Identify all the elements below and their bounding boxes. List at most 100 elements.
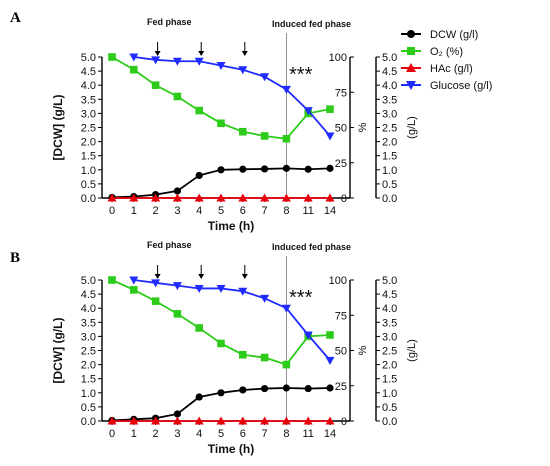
- data-point: [194, 57, 204, 66]
- y-tick-label-right: 1.5: [382, 151, 397, 163]
- data-point: [151, 193, 161, 202]
- data-point: [108, 53, 116, 61]
- data-point: [194, 416, 204, 425]
- y-tick-label-mid: 50: [335, 346, 347, 358]
- data-point: [151, 81, 160, 89]
- feed-arrow-head: [154, 51, 161, 56]
- y-tick-label-right: 0.5: [382, 179, 397, 191]
- data-point: [326, 331, 334, 339]
- data-point: [239, 386, 247, 394]
- data-point: [130, 286, 138, 294]
- series-triangle-up: [107, 416, 335, 425]
- x-tick-label: 7: [262, 205, 268, 217]
- data-point: [281, 193, 291, 202]
- y-tick-label-right: 2.0: [382, 137, 397, 149]
- x-tick-label: 0: [109, 205, 115, 217]
- data-point: [260, 73, 270, 82]
- y-tick-label-left: 2.5: [81, 346, 96, 358]
- x-tick-label: 3: [174, 428, 180, 440]
- induced-phase-label: Induced fed phase: [272, 242, 351, 252]
- y-tick-label-left: 1.5: [81, 374, 96, 386]
- fed-phase-label: Fed phase: [147, 17, 192, 27]
- feed-arrow-icon: [198, 265, 205, 279]
- y-tick-label-right: 3.5: [382, 94, 397, 106]
- y-tick-label-left: 2.0: [81, 360, 96, 372]
- fed-phase-label: Fed phase: [147, 240, 192, 250]
- y-tick-label-right: 1.0: [382, 165, 397, 177]
- y-tick-label-right: 1.0: [382, 388, 397, 400]
- data-point: [195, 324, 203, 332]
- y-tick-label-left: 4.0: [81, 303, 96, 315]
- data-point: [129, 416, 139, 425]
- x-tick-label: 2: [153, 428, 159, 440]
- data-point: [238, 416, 248, 425]
- y-tick-label-left: 0.0: [81, 416, 96, 428]
- chart-panel-b: B 0.00.51.01.52.02.53.03.54.04.55.002550…: [10, 240, 418, 456]
- y-tick-label-left: 3.5: [81, 317, 96, 329]
- y-tick-label-right: 2.5: [382, 346, 397, 358]
- series-triangle-down: [129, 53, 335, 141]
- y-tick-label-mid: 100: [329, 275, 347, 287]
- x-tick-label: 7: [262, 428, 268, 440]
- data-point: [151, 297, 160, 305]
- y-tick-label-left: 3.5: [81, 94, 96, 106]
- data-point: [281, 304, 291, 313]
- series-triangle-up: [107, 193, 335, 202]
- data-point: [304, 165, 312, 173]
- x-axis-label: Time (h): [208, 219, 254, 233]
- x-tick-label: 5: [218, 428, 224, 440]
- data-point: [195, 171, 203, 180]
- data-point: [239, 127, 247, 136]
- data-point: [130, 65, 138, 74]
- x-tick-label: 5: [218, 205, 224, 217]
- data-point: [261, 165, 269, 173]
- plot-area: 0.00.51.01.52.02.53.03.54.04.55.00255075…: [51, 17, 418, 233]
- y-axis-label-left: [DCW] (g/L): [51, 318, 65, 384]
- feed-arrow-head: [154, 274, 161, 279]
- feed-arrow-icon: [241, 42, 248, 56]
- series-square: [108, 276, 334, 369]
- y-axis-label-mid: %: [357, 345, 369, 355]
- data-point: [151, 279, 161, 288]
- data-point: [217, 166, 225, 174]
- y-tick-label-right: 3.0: [382, 108, 397, 120]
- y-tick-label-right: 1.5: [382, 374, 397, 386]
- data-point: [217, 389, 225, 397]
- induced-phase-label: Induced fed phase: [272, 19, 351, 29]
- y-tick-label-right: 0.0: [382, 193, 397, 205]
- y-tick-label-left: 4.5: [81, 66, 96, 78]
- y-tick-label-left: 1.0: [81, 165, 96, 177]
- x-tick-label: 14: [324, 205, 336, 217]
- chart-panel-a: A 0.00.51.01.52.02.53.03.54.04.55.002550…: [10, 10, 418, 233]
- data-point: [173, 410, 181, 418]
- y-tick-label-left: 5.0: [81, 52, 96, 64]
- data-point: [129, 276, 139, 285]
- data-point: [281, 416, 291, 425]
- data-point: [238, 66, 248, 75]
- y-tick-label-mid: 100: [329, 52, 347, 64]
- data-point: [108, 276, 116, 284]
- data-point: [326, 164, 334, 172]
- x-tick-label: 4: [196, 428, 202, 440]
- y-tick-label-left: 3.0: [81, 331, 96, 343]
- data-point: [173, 310, 182, 318]
- data-point: [303, 193, 313, 202]
- legend-item-glucose: Glucose (g/l): [401, 80, 492, 92]
- significance-label: ***: [289, 64, 313, 86]
- y-tick-label-right: 0.0: [382, 416, 397, 428]
- feed-arrow-head: [241, 51, 248, 56]
- data-point: [303, 416, 313, 425]
- feed-arrow-icon: [241, 265, 248, 279]
- data-point: [304, 384, 312, 393]
- y-tick-label-right: 2.0: [382, 360, 397, 372]
- data-point: [216, 284, 226, 293]
- data-point: [260, 193, 270, 202]
- data-point: [282, 164, 290, 172]
- legend-item-dcw: DCW (g/l): [401, 29, 478, 41]
- series-triangle-down: [129, 276, 335, 365]
- x-tick-label: 6: [240, 428, 246, 440]
- data-point: [172, 193, 182, 202]
- data-point: [216, 193, 226, 202]
- x-tick-label: 11: [302, 205, 313, 217]
